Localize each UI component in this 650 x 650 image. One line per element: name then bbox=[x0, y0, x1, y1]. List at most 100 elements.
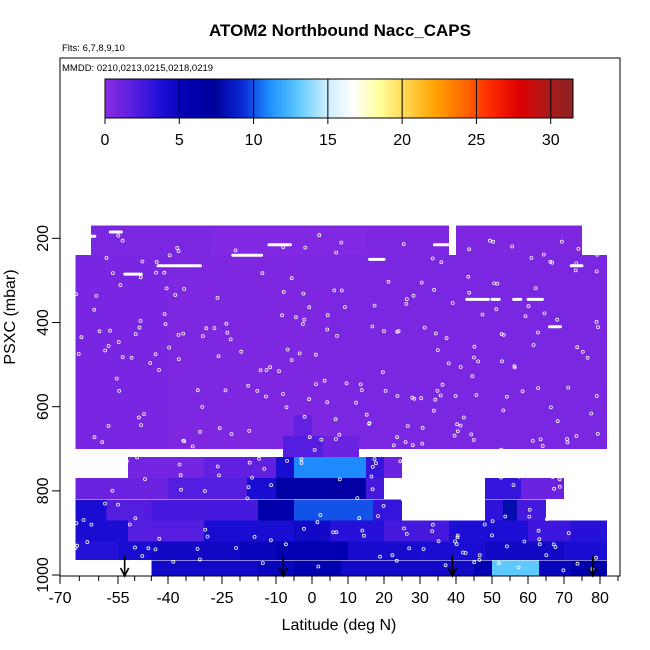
sample-point bbox=[110, 488, 115, 493]
sample-point bbox=[400, 491, 405, 496]
sample-point bbox=[302, 414, 307, 419]
sample-point bbox=[420, 425, 425, 430]
sample-point bbox=[403, 440, 408, 445]
sample-point bbox=[455, 422, 460, 427]
y-tick-label: 600 bbox=[35, 393, 52, 420]
sample-point bbox=[511, 483, 516, 488]
sample-point bbox=[477, 553, 482, 558]
sample-point bbox=[566, 385, 571, 390]
sample-point bbox=[458, 365, 463, 369]
heatmap-cell bbox=[276, 457, 294, 479]
sample-point bbox=[395, 394, 400, 398]
sample-point bbox=[234, 546, 239, 550]
sample-point bbox=[325, 400, 330, 405]
sample-point bbox=[490, 519, 495, 523]
sample-point bbox=[407, 546, 412, 551]
sample-point bbox=[332, 288, 337, 293]
sample-point bbox=[383, 388, 388, 393]
heatmap-cell bbox=[128, 457, 204, 479]
sample-point bbox=[143, 477, 147, 482]
sample-point bbox=[560, 239, 564, 244]
colorbar-tick-label: 20 bbox=[393, 132, 411, 149]
sample-point bbox=[133, 516, 138, 521]
sample-point bbox=[453, 539, 457, 544]
heatmap-cell bbox=[330, 520, 384, 542]
x-tick-label: -10 bbox=[264, 590, 287, 607]
sample-point bbox=[557, 512, 562, 517]
sample-point bbox=[491, 239, 496, 244]
sample-point bbox=[490, 533, 495, 538]
sample-point bbox=[466, 274, 471, 279]
sample-point bbox=[103, 501, 107, 506]
sample-point bbox=[140, 259, 145, 264]
sample-point bbox=[390, 553, 395, 558]
heatmap-cell bbox=[258, 499, 294, 521]
sample-point bbox=[404, 297, 409, 302]
heatmap-cell bbox=[474, 560, 492, 576]
sample-point bbox=[157, 536, 162, 541]
heatmap-cell bbox=[384, 457, 402, 479]
chart-title: ATOM2 Northbound Nacc_CAPS bbox=[209, 21, 471, 40]
sample-point bbox=[594, 269, 599, 274]
x-tick-label: -55 bbox=[106, 590, 129, 607]
sample-point bbox=[450, 301, 455, 305]
sample-point bbox=[499, 447, 504, 452]
sample-point bbox=[359, 388, 364, 392]
sample-point bbox=[358, 382, 363, 387]
sample-point bbox=[302, 526, 306, 531]
sample-point bbox=[565, 440, 570, 445]
sample-point bbox=[401, 242, 406, 247]
sample-point bbox=[92, 435, 97, 440]
colorbar-ramp bbox=[104, 78, 574, 119]
sample-point bbox=[380, 370, 385, 375]
sample-point bbox=[553, 545, 558, 549]
sample-point bbox=[471, 438, 476, 442]
sample-point bbox=[247, 460, 252, 465]
sample-point bbox=[574, 506, 579, 511]
sample-point bbox=[555, 317, 559, 322]
sample-point bbox=[175, 246, 180, 250]
x-tick-label: 60 bbox=[519, 590, 537, 607]
sample-point bbox=[372, 303, 377, 308]
x-tick-label: 80 bbox=[591, 590, 609, 607]
sample-point bbox=[215, 295, 220, 300]
sample-point bbox=[396, 329, 401, 334]
sample-point bbox=[420, 441, 425, 446]
sample-point bbox=[257, 456, 262, 461]
x-axis: -70 -55 -40 -25 -10 0 10 20 30 40 50 60 70 80 bbox=[48, 575, 620, 607]
sample-point bbox=[537, 542, 542, 547]
sample-point bbox=[79, 335, 84, 340]
sample-point bbox=[370, 324, 375, 329]
sample-point bbox=[398, 459, 403, 464]
heatmap-cell bbox=[106, 499, 152, 521]
sample-point bbox=[176, 332, 181, 337]
sample-point bbox=[404, 532, 409, 536]
colorbar-tick-label: 5 bbox=[175, 132, 184, 149]
sample-point bbox=[476, 359, 481, 364]
sample-point bbox=[430, 256, 435, 261]
sample-point bbox=[444, 336, 449, 341]
sample-point bbox=[171, 559, 176, 564]
sample-point bbox=[246, 485, 251, 490]
sample-point bbox=[137, 325, 142, 330]
sample-point bbox=[319, 437, 324, 442]
sample-point bbox=[477, 495, 482, 500]
sample-point bbox=[204, 326, 209, 331]
sample-point bbox=[182, 451, 187, 455]
sample-point bbox=[280, 313, 285, 318]
sample-point bbox=[100, 440, 105, 445]
sample-point bbox=[333, 417, 338, 422]
sample-point bbox=[260, 271, 265, 276]
sample-point bbox=[322, 378, 327, 383]
sample-point bbox=[467, 247, 472, 252]
sample-point bbox=[111, 461, 116, 466]
sample-point bbox=[573, 470, 577, 475]
heatmap-cell bbox=[520, 478, 564, 500]
sample-point bbox=[536, 386, 540, 391]
heatmap-cell bbox=[294, 457, 366, 479]
sample-point bbox=[488, 238, 492, 243]
sample-point bbox=[364, 412, 369, 417]
sample-point bbox=[212, 326, 217, 331]
sample-point bbox=[269, 483, 274, 488]
dates-subtitle: MMDD: 0210,0213,0215,0218,0219 bbox=[62, 63, 213, 74]
